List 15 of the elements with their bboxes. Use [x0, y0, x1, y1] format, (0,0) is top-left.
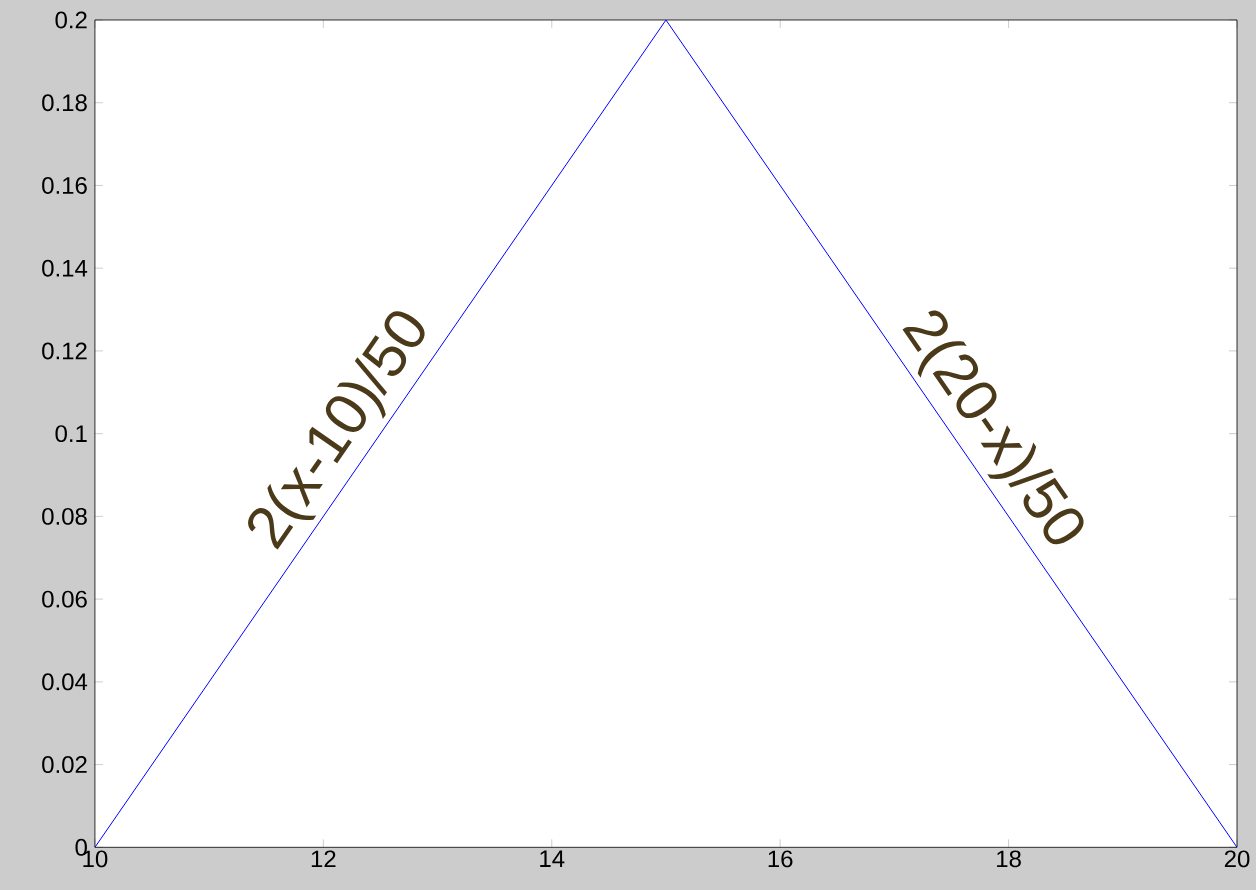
y-tick-label: 0.06	[42, 590, 87, 608]
x-tick-label: 20	[1224, 850, 1250, 868]
x-tick-label: 14	[540, 850, 565, 867]
y-tick-label: 0.2	[55, 11, 87, 29]
y-tick-label: 0.12	[42, 342, 87, 360]
y-tick-label: 0.18	[42, 94, 87, 112]
y-tick-label: 0.04	[42, 673, 88, 691]
x-tick-label: 12	[311, 850, 336, 867]
y-tick-label: 0.16	[42, 176, 87, 194]
y-tick-label: 0.14	[42, 259, 88, 277]
x-tick-label: 18	[997, 850, 1021, 868]
y-tick-label: 0.08	[42, 507, 87, 525]
y-tick-label: 0.1	[55, 425, 87, 442]
x-tick-label: 16	[768, 850, 793, 868]
y-tick-label: 0.02	[42, 755, 87, 773]
